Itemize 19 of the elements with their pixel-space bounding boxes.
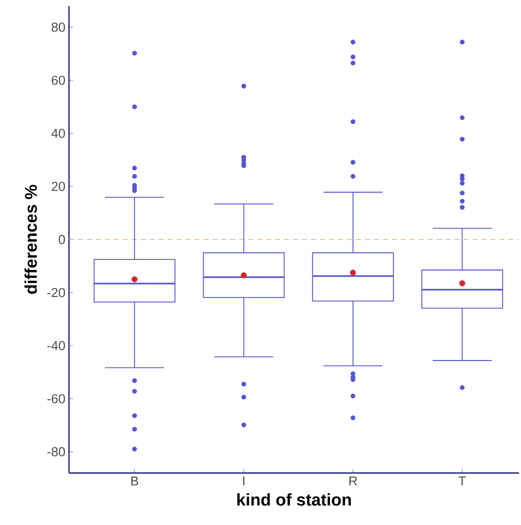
- y-tick-label: 20: [52, 182, 65, 192]
- y-tick-label: 0: [58, 234, 65, 244]
- x-tick-label: B: [131, 476, 138, 486]
- y-tick-label: -80: [47, 447, 65, 456]
- y-tick-label: 80: [52, 22, 65, 32]
- point: [132, 276, 138, 282]
- point: [240, 272, 247, 278]
- x-tick-label: T: [458, 476, 466, 486]
- y-tick-label: 60: [52, 76, 65, 85]
- y-tick-label: -40: [47, 341, 65, 350]
- y-axis-title: differences %: [24, 184, 37, 294]
- point: [459, 280, 466, 286]
- x-tick-label: I: [243, 476, 244, 486]
- point: [350, 270, 356, 276]
- y-tick-label: -20: [47, 288, 65, 298]
- y-tick-label: 40: [51, 128, 65, 138]
- x-axis-title: kind of station: [237, 493, 351, 506]
- y-tick-label: -60: [47, 394, 65, 404]
- x-tick-label: R: [349, 476, 358, 486]
